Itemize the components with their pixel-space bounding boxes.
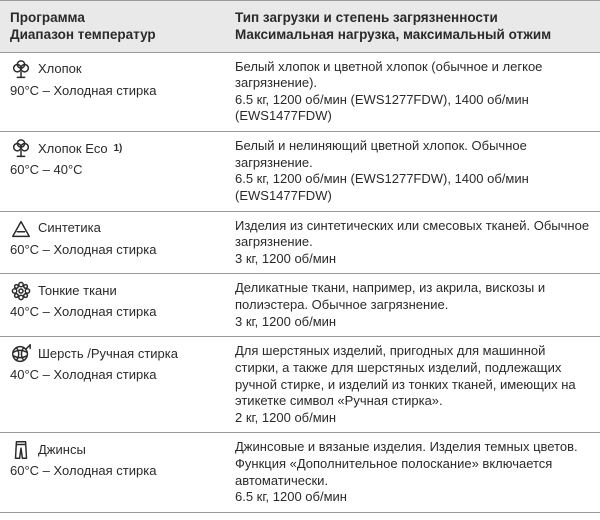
table-row: Хлопок Eco 1) 60°C – 40°C Белый и нелиняющи… <box>0 132 600 212</box>
description-cell: Белый хлопок и цветной хлопок (обычное и… <box>225 52 600 132</box>
header-left-line1: Программа <box>10 9 215 26</box>
description-cell: Изделия из синтетических или смесовых тк… <box>225 211 600 274</box>
wool-icon <box>10 343 32 365</box>
header-left: Программа Диапазон температур <box>0 1 225 53</box>
program-cell: Хлопок 90°C – Холодная стирка <box>0 52 225 132</box>
table-row: Синтетика 60°C – Холодная стирка Изделия и… <box>0 211 600 274</box>
program-cell: Синтетика 60°C – Холодная стирка <box>0 211 225 274</box>
synthetic-icon <box>10 218 32 240</box>
programs-table: Программа Диапазон температур Тип загруз… <box>0 0 600 513</box>
header-right: Тип загрузки и степень загрязненности Ма… <box>225 1 600 53</box>
jeans-icon <box>10 439 32 461</box>
program-temperature: 60°C – 40°C <box>10 162 215 179</box>
program-temperature: 40°C – Холодная стирка <box>10 304 215 321</box>
table-row: Джинсы 60°C – Холодная стирка Джинсовые и … <box>0 433 600 513</box>
program-temperature: 60°C – Холодная стирка <box>10 463 215 480</box>
program-title: Шерсть /Ручная стирка <box>38 346 178 363</box>
header-right-line2: Максимальная нагрузка, максимальный отжи… <box>235 26 590 43</box>
table-row: Тонкие ткани 40°C – Холодная стирка Делика… <box>0 274 600 337</box>
description-cell: Джинсовые и вязаные изделия. Изделия тем… <box>225 433 600 513</box>
delicate-icon <box>10 280 32 302</box>
description-cell: Деликатные ткани, например, из акрила, в… <box>225 274 600 337</box>
description-cell: Белый и нелиняющий цветной хлопок. Обычн… <box>225 132 600 212</box>
program-cell: Тонкие ткани 40°C – Холодная стирка <box>0 274 225 337</box>
program-title: Хлопок <box>38 61 82 78</box>
program-temperature: 40°C – Холодная стирка <box>10 367 215 384</box>
cotton-icon <box>10 59 32 81</box>
table-row: Хлопок 90°C – Холодная стирка Белый хлопок… <box>0 52 600 132</box>
header-right-line1: Тип загрузки и степень загрязненности <box>235 9 590 26</box>
cotton-icon <box>10 138 32 160</box>
header-left-line2: Диапазон температур <box>10 26 215 43</box>
table-body: Хлопок 90°C – Холодная стирка Белый хлопок… <box>0 52 600 512</box>
program-temperature: 60°C – Холодная стирка <box>10 242 215 259</box>
program-title: Джинсы <box>38 442 86 459</box>
program-title: Тонкие ткани <box>38 283 117 300</box>
program-cell: Хлопок Eco 1) 60°C – 40°C <box>0 132 225 212</box>
program-cell: Джинсы 60°C – Холодная стирка <box>0 433 225 513</box>
program-cell: Шерсть /Ручная стирка 40°C – Холодная сти… <box>0 337 225 433</box>
description-cell: Для шерстяных изделий, пригодных для маш… <box>225 337 600 433</box>
program-title: Синтетика <box>38 220 101 237</box>
program-footnote: 1) <box>114 143 123 155</box>
program-temperature: 90°C – Холодная стирка <box>10 83 215 100</box>
table-row: Шерсть /Ручная стирка 40°C – Холодная сти… <box>0 337 600 433</box>
program-title: Хлопок Eco <box>38 141 108 158</box>
table-header: Программа Диапазон температур Тип загруз… <box>0 1 600 53</box>
